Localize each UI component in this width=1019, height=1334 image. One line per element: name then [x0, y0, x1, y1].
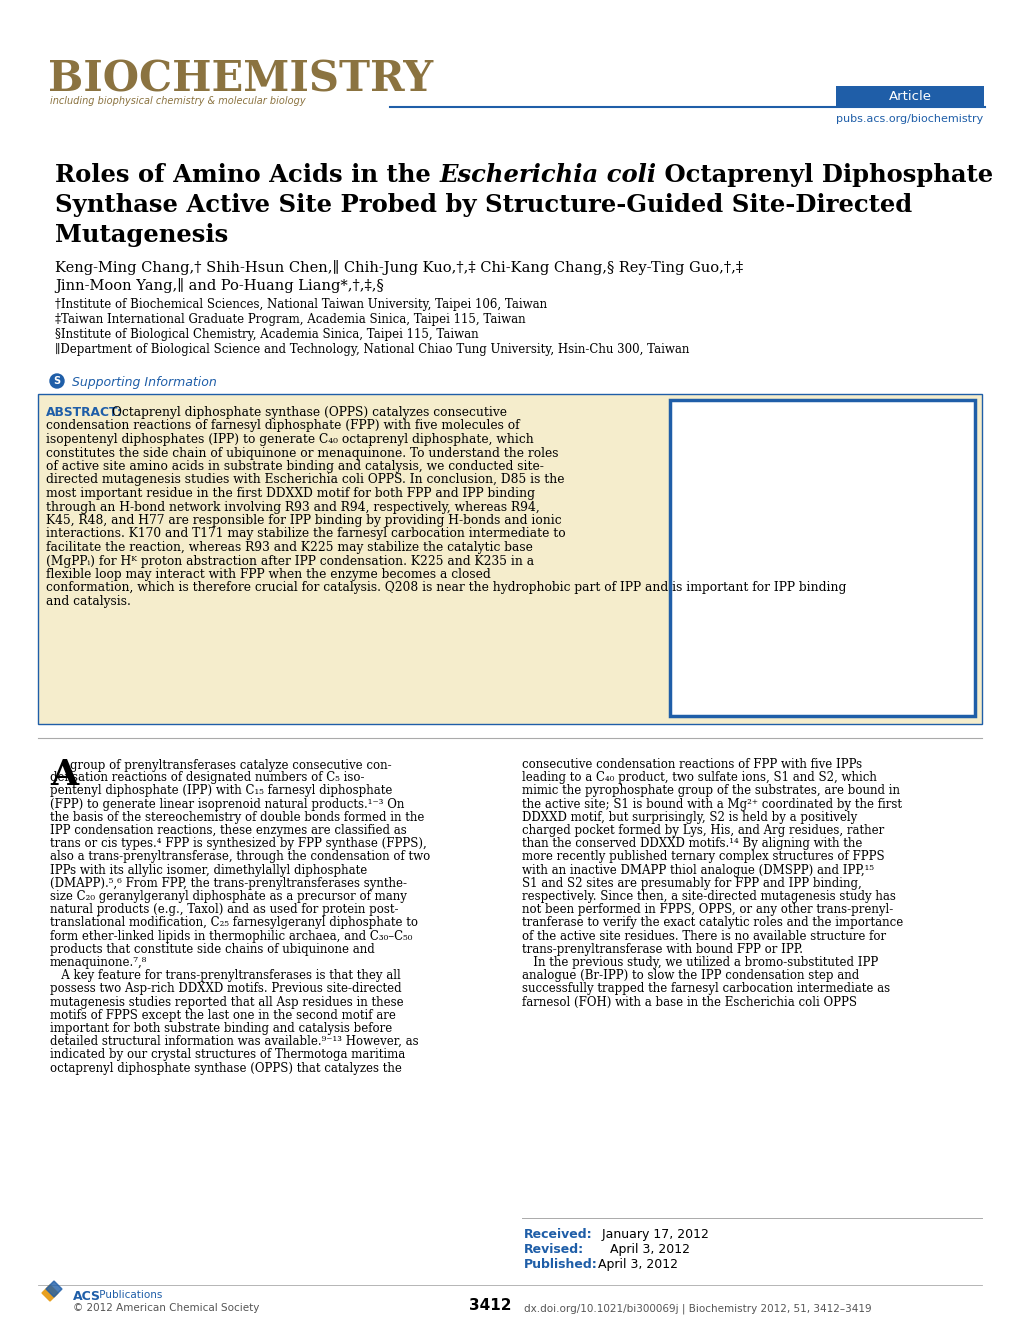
Text: conformation, which is therefore crucial for catalysis. Q208 is near the hydroph: conformation, which is therefore crucial… — [46, 582, 846, 595]
Text: pentenyl diphosphate (IPP) with C₁₅ farnesyl diphosphate: pentenyl diphosphate (IPP) with C₁₅ farn… — [50, 784, 392, 798]
Text: pubs.acs.org/biochemistry: pubs.acs.org/biochemistry — [836, 113, 982, 124]
Text: ABSTRACT:: ABSTRACT: — [46, 406, 122, 419]
Text: BIOCHEMISTRY: BIOCHEMISTRY — [48, 57, 433, 100]
Text: Octaprenyl diphosphate synthase (OPPS) catalyzes consecutive: Octaprenyl diphosphate synthase (OPPS) c… — [112, 406, 506, 419]
Text: trans-prenyltransferase with bound FPP or IPP.: trans-prenyltransferase with bound FPP o… — [522, 943, 802, 955]
Text: K45, R48, and H77 are responsible for IPP binding by providing H-bonds and ionic: K45, R48, and H77 are responsible for IP… — [46, 514, 561, 527]
Text: April 3, 2012: April 3, 2012 — [593, 1243, 689, 1257]
Text: possess two Asp-rich DDXXD motifs. Previous site-directed: possess two Asp-rich DDXXD motifs. Previ… — [50, 982, 401, 995]
Text: mimic the pyrophosphate group of the substrates, are bound in: mimic the pyrophosphate group of the sub… — [522, 784, 899, 798]
Text: Article: Article — [888, 89, 930, 103]
Text: S1 and S2 sites are presumably for FPP and IPP binding,: S1 and S2 sites are presumably for FPP a… — [522, 876, 861, 890]
Text: and catalysis.: and catalysis. — [46, 595, 130, 608]
Text: (MgPPᵢ) for Hᴷ proton abstraction after IPP condensation. K225 and K235 in a: (MgPPᵢ) for Hᴷ proton abstraction after … — [46, 555, 534, 567]
Text: with an inactive DMAPP thiol analogue (DMSPP) and IPP,¹⁵: with an inactive DMAPP thiol analogue (D… — [522, 863, 873, 876]
Text: §Institute of Biological Chemistry, Academia Sinica, Taipei 115, Taiwan: §Institute of Biological Chemistry, Acad… — [55, 328, 478, 342]
Text: of active site amino acids in substrate binding and catalysis, we conducted site: of active site amino acids in substrate … — [46, 460, 543, 474]
Text: indicated by our crystal structures of Thermotoga maritima: indicated by our crystal structures of T… — [50, 1049, 405, 1062]
Text: S: S — [53, 376, 60, 386]
Text: (FPP) to generate linear isoprenoid natural products.¹⁻³ On: (FPP) to generate linear isoprenoid natu… — [50, 798, 404, 811]
Text: Keng-Ming Chang,† Shih-Hsun Chen,∥ Chih-Jung Kuo,†,‡ Chi-Kang Chang,§ Rey-Ting G: Keng-Ming Chang,† Shih-Hsun Chen,∥ Chih-… — [55, 260, 743, 275]
Text: octaprenyl diphosphate synthase (OPPS) that catalyzes the: octaprenyl diphosphate synthase (OPPS) t… — [50, 1062, 401, 1075]
Text: form ether-linked lipids in thermophilic archaea, and C₃₀–C₅₀: form ether-linked lipids in thermophilic… — [50, 930, 412, 943]
Text: ∥Department of Biological Science and Technology, National Chiao Tung University: ∥Department of Biological Science and Te… — [55, 343, 689, 356]
Text: Supporting Information: Supporting Information — [68, 376, 217, 390]
Text: Jinn-Moon Yang,∥ and Po-Huang Liang*,†,‡,§: Jinn-Moon Yang,∥ and Po-Huang Liang*,†,‡… — [55, 277, 383, 293]
Text: than the conserved DDXXD motifs.¹⁴ By aligning with the: than the conserved DDXXD motifs.¹⁴ By al… — [522, 838, 861, 850]
Text: Mutagenesis: Mutagenesis — [55, 223, 228, 247]
Text: January 17, 2012: January 17, 2012 — [593, 1229, 708, 1241]
Text: detailed structural information was available.⁹⁻¹³ However, as: detailed structural information was avai… — [50, 1035, 418, 1049]
Text: condensation reactions of farnesyl diphosphate (FPP) with five molecules of: condensation reactions of farnesyl dipho… — [46, 419, 519, 432]
Text: charged pocket formed by Lys, His, and Arg residues, rather: charged pocket formed by Lys, His, and A… — [522, 824, 883, 836]
Text: mutagenesis studies reported that all Asp residues in these: mutagenesis studies reported that all As… — [50, 995, 404, 1009]
Text: 3412: 3412 — [469, 1298, 511, 1313]
FancyBboxPatch shape — [38, 394, 981, 724]
Text: natural products (e.g., Taxol) and as used for protein post-: natural products (e.g., Taxol) and as us… — [50, 903, 398, 916]
FancyBboxPatch shape — [836, 85, 983, 108]
Text: successfully trapped the farnesyl carbocation intermediate as: successfully trapped the farnesyl carboc… — [522, 982, 890, 995]
Text: ACS: ACS — [73, 1290, 101, 1303]
Text: translational modification, C₂₅ farnesylgeranyl diphosphate to: translational modification, C₂₅ farnesyl… — [50, 916, 418, 930]
Text: ‡Taiwan International Graduate Program, Academia Sinica, Taipei 115, Taiwan: ‡Taiwan International Graduate Program, … — [55, 313, 525, 325]
Text: facilitate the reaction, whereas R93 and K225 may stabilize the catalytic base: facilitate the reaction, whereas R93 and… — [46, 542, 532, 554]
Text: also a trans-prenyltransferase, through the condensation of two: also a trans-prenyltransferase, through … — [50, 850, 430, 863]
Text: DDXXD motif, but surprisingly, S2 is held by a positively: DDXXD motif, but surprisingly, S2 is hel… — [522, 811, 856, 824]
Text: (DMAPP).⁵,⁶ From FPP, the trans-prenyltransferases synthe-: (DMAPP).⁵,⁶ From FPP, the trans-prenyltr… — [50, 876, 407, 890]
Text: flexible loop may interact with FPP when the enzyme becomes a closed: flexible loop may interact with FPP when… — [46, 568, 490, 582]
Text: Published:: Published: — [524, 1258, 597, 1271]
Text: directed mutagenesis studies with Escherichia coli OPPS. In conclusion, D85 is t: directed mutagenesis studies with Escher… — [46, 474, 564, 487]
Text: © 2012 American Chemical Society: © 2012 American Chemical Society — [73, 1303, 259, 1313]
Polygon shape — [42, 1285, 58, 1301]
Text: more recently published ternary complex structures of FPPS: more recently published ternary complex … — [522, 850, 883, 863]
Circle shape — [50, 374, 64, 388]
Text: through an H-bond network involving R93 and R94, respectively, whereas R94,: through an H-bond network involving R93 … — [46, 500, 539, 514]
Text: motifs of FPPS except the last one in the second motif are: motifs of FPPS except the last one in th… — [50, 1009, 395, 1022]
Text: †Institute of Biochemical Sciences, National Taiwan University, Taipei 106, Taiw: †Institute of Biochemical Sciences, Nati… — [55, 297, 546, 311]
Text: April 3, 2012: April 3, 2012 — [593, 1258, 678, 1271]
Text: farnesol (FOH) with a base in the Escherichia coli OPPS: farnesol (FOH) with a base in the Escher… — [522, 995, 856, 1009]
Text: In the previous study, we utilized a bromo-substituted IPP: In the previous study, we utilized a bro… — [522, 956, 877, 968]
Text: analogue (Br-IPP) to slow the IPP condensation step and: analogue (Br-IPP) to slow the IPP conden… — [522, 970, 858, 982]
Text: the basis of the stereochemistry of double bonds formed in the: the basis of the stereochemistry of doub… — [50, 811, 424, 824]
Text: respectively. Since then, a site-directed mutagenesis study has: respectively. Since then, a site-directe… — [522, 890, 895, 903]
Text: IPPs with its allylic isomer, dimethylallyl diphosphate: IPPs with its allylic isomer, dimethylal… — [50, 863, 367, 876]
Text: not been performed in FPPS, OPPS, or any other trans-prenyl-: not been performed in FPPS, OPPS, or any… — [522, 903, 893, 916]
Text: including biophysical chemistry & molecular biology: including biophysical chemistry & molecu… — [50, 96, 306, 105]
Text: Revised:: Revised: — [524, 1243, 584, 1257]
Text: Publications: Publications — [96, 1290, 162, 1301]
Text: Synthase Active Site Probed by Structure-Guided Site-Directed: Synthase Active Site Probed by Structure… — [55, 193, 911, 217]
Text: products that constitute side chains of ubiquinone and: products that constitute side chains of … — [50, 943, 374, 955]
Text: size C₂₀ geranylgeranyl diphosphate as a precursor of many: size C₂₀ geranylgeranyl diphosphate as a… — [50, 890, 407, 903]
Text: group of prenyltransferases catalyze consecutive con-: group of prenyltransferases catalyze con… — [70, 759, 391, 772]
Text: A key feature for trans-prenyltransferases is that they all: A key feature for trans-prenyltransferas… — [50, 970, 400, 982]
Text: A: A — [50, 758, 78, 792]
Polygon shape — [46, 1281, 62, 1297]
Text: densation reactions of designated numbers of C₅ iso-: densation reactions of designated number… — [50, 771, 364, 784]
Text: Octaprenyl Diphosphate: Octaprenyl Diphosphate — [656, 163, 993, 187]
Text: trans or cis types.⁴ FPP is synthesized by FPP synthase (FPPS),: trans or cis types.⁴ FPP is synthesized … — [50, 838, 426, 850]
Text: the active site; S1 is bound with a Mg²⁺ coordinated by the first: the active site; S1 is bound with a Mg²⁺… — [522, 798, 901, 811]
Text: leading to a C₄₀ product, two sulfate ions, S1 and S2, which: leading to a C₄₀ product, two sulfate io… — [522, 771, 876, 784]
Text: isopentenyl diphosphates (IPP) to generate C₄₀ octaprenyl diphosphate, which: isopentenyl diphosphates (IPP) to genera… — [46, 434, 533, 446]
Text: of the active site residues. There is no available structure for: of the active site residues. There is no… — [522, 930, 886, 943]
FancyBboxPatch shape — [669, 400, 974, 716]
Text: important for both substrate binding and catalysis before: important for both substrate binding and… — [50, 1022, 392, 1035]
Text: tranferase to verify the exact catalytic roles and the importance: tranferase to verify the exact catalytic… — [522, 916, 903, 930]
Text: Roles of Amino Acids in the: Roles of Amino Acids in the — [55, 163, 439, 187]
Text: dx.doi.org/10.1021/bi300069j | Biochemistry 2012, 51, 3412–3419: dx.doi.org/10.1021/bi300069j | Biochemis… — [524, 1303, 871, 1314]
Text: IPP condensation reactions, these enzymes are classified as: IPP condensation reactions, these enzyme… — [50, 824, 407, 836]
Text: Received:: Received: — [524, 1229, 592, 1241]
Text: interactions. K170 and T171 may stabilize the farnesyl carbocation intermediate : interactions. K170 and T171 may stabiliz… — [46, 527, 566, 540]
Text: menaquinone.⁷,⁸: menaquinone.⁷,⁸ — [50, 956, 147, 968]
Text: Escherichia coli: Escherichia coli — [439, 163, 656, 187]
Text: constitutes the side chain of ubiquinone or menaquinone. To understand the roles: constitutes the side chain of ubiquinone… — [46, 447, 558, 459]
Text: most important residue in the first DDXXD motif for both FPP and IPP binding: most important residue in the first DDXX… — [46, 487, 535, 500]
Text: consecutive condensation reactions of FPP with five IPPs: consecutive condensation reactions of FP… — [522, 758, 861, 771]
